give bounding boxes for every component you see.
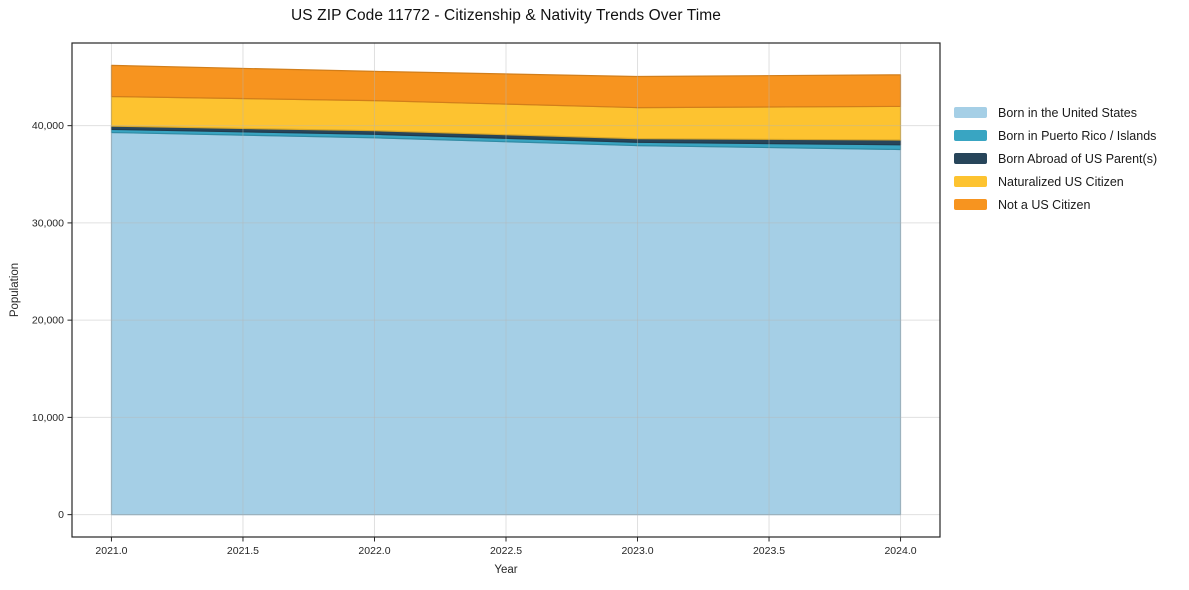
area-band-4 — [110, 64, 902, 109]
chart-title: US ZIP Code 11772 - Citizenship & Nativi… — [290, 7, 722, 24]
legend-item-4: Not a US Citizen — [954, 193, 1157, 216]
legend-swatch-icon — [954, 153, 987, 164]
x-tick-label: 2023.5 — [753, 545, 785, 557]
x-tick-label: 2022.5 — [490, 545, 522, 557]
y-tick-label: 20,000 — [32, 315, 64, 327]
legend: Born in the United States Born in Puerto … — [954, 101, 1157, 216]
legend-item-1: Born in Puerto Rico / Islands — [954, 124, 1157, 147]
legend-swatch-icon — [954, 199, 987, 210]
legend-label: Born in the United States — [998, 105, 1137, 120]
x-tick-label: 2021.5 — [227, 545, 259, 557]
legend-item-0: Born in the United States — [954, 101, 1157, 124]
x-axis-label: Year — [494, 564, 518, 576]
y-tick-label: 10,000 — [32, 412, 64, 424]
x-tick-label: 2024.0 — [884, 545, 916, 557]
legend-label: Naturalized US Citizen — [998, 174, 1124, 189]
legend-label: Not a US Citizen — [998, 197, 1091, 212]
y-tick-label: 30,000 — [32, 217, 64, 229]
legend-swatch-icon — [954, 130, 987, 141]
legend-item-2: Born Abroad of US Parent(s) — [954, 147, 1157, 170]
legend-label: Born in Puerto Rico / Islands — [998, 128, 1157, 143]
x-tick-label: 2021.0 — [95, 545, 127, 557]
y-axis-label: Population — [9, 262, 21, 318]
y-tick-label: 40,000 — [32, 120, 64, 132]
y-tick-label: 0 — [58, 509, 64, 521]
legend-label: Born Abroad of US Parent(s) — [998, 151, 1158, 166]
x-tick-label: 2023.0 — [621, 545, 653, 557]
legend-swatch-icon — [954, 176, 987, 187]
x-tick-label: 2022.0 — [358, 545, 390, 557]
legend-swatch-icon — [954, 107, 987, 118]
legend-item-3: Naturalized US Citizen — [954, 170, 1157, 193]
